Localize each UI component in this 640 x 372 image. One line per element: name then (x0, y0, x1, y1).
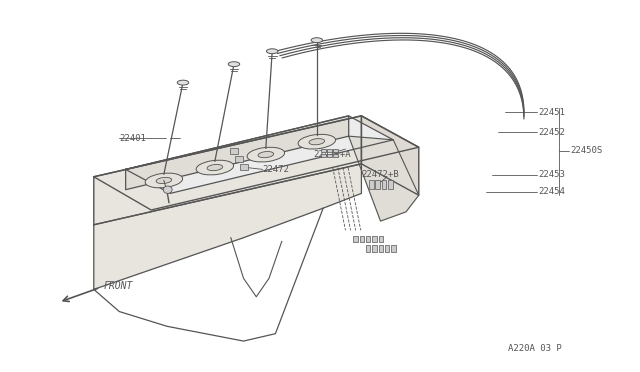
Polygon shape (362, 116, 419, 195)
Bar (379, 236, 383, 243)
Text: 22453: 22453 (538, 170, 565, 179)
Ellipse shape (258, 151, 274, 158)
Text: 22401: 22401 (119, 134, 146, 142)
Bar (333, 149, 339, 153)
Polygon shape (94, 164, 362, 289)
Text: 22450S: 22450S (570, 147, 603, 155)
Bar (379, 245, 383, 252)
Bar (382, 180, 387, 189)
Bar (230, 148, 238, 154)
Ellipse shape (311, 38, 323, 43)
Ellipse shape (247, 147, 285, 162)
Text: 22451: 22451 (538, 108, 565, 117)
Polygon shape (125, 116, 349, 190)
Bar (369, 180, 374, 189)
Ellipse shape (156, 177, 172, 183)
Bar (327, 154, 332, 157)
Text: A220A 03 P: A220A 03 P (508, 344, 562, 353)
Bar (241, 164, 248, 170)
Polygon shape (349, 136, 419, 221)
Ellipse shape (266, 49, 278, 54)
Ellipse shape (145, 173, 182, 188)
Bar (385, 245, 390, 252)
Polygon shape (94, 116, 419, 210)
Ellipse shape (163, 186, 172, 193)
Polygon shape (125, 116, 394, 193)
Ellipse shape (309, 139, 324, 145)
Ellipse shape (228, 62, 240, 67)
Bar (353, 236, 358, 243)
Text: FRONT: FRONT (103, 281, 132, 291)
Bar (372, 236, 377, 243)
Text: 22454: 22454 (538, 187, 565, 196)
Bar (366, 236, 371, 243)
Text: 22472+B: 22472+B (362, 170, 399, 179)
Bar (327, 149, 332, 153)
Text: 22472: 22472 (262, 165, 289, 174)
Bar (392, 245, 396, 252)
Bar (321, 154, 326, 157)
Polygon shape (94, 116, 362, 225)
Ellipse shape (298, 134, 335, 149)
Bar (333, 154, 339, 157)
Text: 22472+A: 22472+A (314, 150, 351, 159)
Ellipse shape (177, 80, 189, 85)
Bar (360, 236, 364, 243)
Bar (321, 149, 326, 153)
Bar (376, 180, 380, 189)
Text: 22452: 22452 (538, 128, 565, 137)
Ellipse shape (207, 164, 223, 171)
Bar (372, 245, 377, 252)
Bar (366, 245, 371, 252)
Ellipse shape (196, 160, 234, 175)
Bar (236, 156, 243, 162)
Bar (388, 180, 393, 189)
